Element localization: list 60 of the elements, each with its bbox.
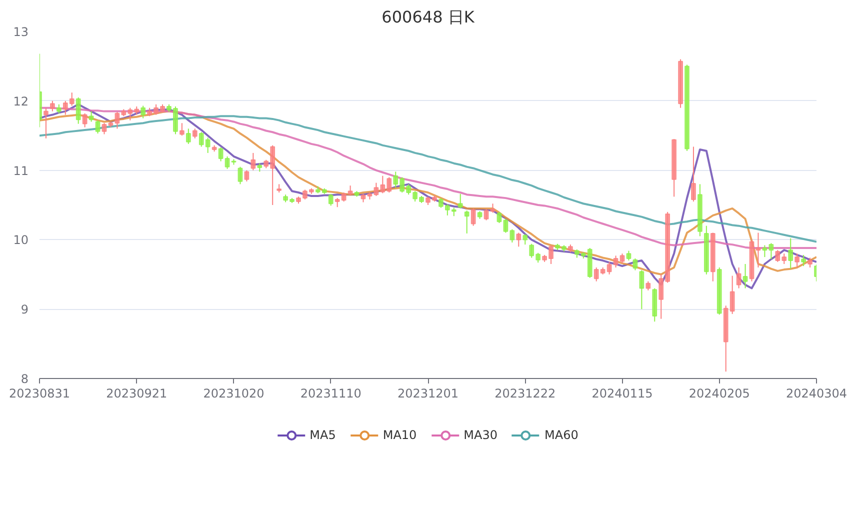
candlestick <box>140 105 146 119</box>
candlestick <box>88 110 94 122</box>
candlestick <box>794 253 800 268</box>
candlestick <box>238 166 243 185</box>
candlestick <box>484 208 489 221</box>
legend-label: MA10 <box>382 428 417 442</box>
candlestick <box>44 107 48 139</box>
candlestick <box>756 232 761 268</box>
candlestick <box>626 250 632 262</box>
y-tick-label: 12 <box>13 94 29 108</box>
candlestick <box>632 258 638 271</box>
candlestick <box>180 122 184 136</box>
x-tick-label: 20240205 <box>688 386 750 400</box>
candlestick <box>76 96 81 124</box>
candlestick <box>82 112 88 128</box>
candlestick <box>328 193 334 206</box>
y-tick-label: 13 <box>13 25 29 39</box>
candlestick <box>95 120 100 134</box>
candlestick <box>218 146 224 162</box>
y-tick-label: 9 <box>20 302 29 317</box>
y-tick-label: 11 <box>13 164 29 178</box>
candlestick <box>613 255 618 268</box>
x-tick-label: 20230921 <box>106 386 168 400</box>
candlestick <box>646 280 651 291</box>
candlestick <box>742 263 748 289</box>
candlestick <box>102 122 107 135</box>
candlestick <box>464 210 470 234</box>
candlestick <box>736 266 742 289</box>
x-tick-label: 20231110 <box>300 386 362 400</box>
candlestick <box>186 128 191 144</box>
chart-title: 600648 日K <box>382 8 475 26</box>
y-tick-label: 10 <box>13 233 29 248</box>
legend-label: MA30 <box>464 428 498 442</box>
candlestick <box>244 170 250 182</box>
candlestick <box>516 232 522 248</box>
candlestick <box>788 238 794 270</box>
candlestick <box>691 146 696 202</box>
candlestick <box>458 193 463 209</box>
legend-label: MA60 <box>544 428 578 442</box>
candlestick <box>192 128 198 139</box>
candlestick <box>496 211 502 224</box>
candlestick <box>808 257 812 268</box>
candlestick <box>56 104 62 114</box>
legend-label: MA5 <box>310 428 336 442</box>
candlestick <box>801 254 806 267</box>
candlestick <box>224 156 230 170</box>
x-tick-label: 20231201 <box>397 386 459 400</box>
candlestick <box>490 203 496 214</box>
x-tick-label: 20240115 <box>592 386 653 400</box>
candlestick <box>250 152 256 171</box>
x-tick-label: 20231020 <box>203 386 264 400</box>
candlestick <box>50 100 55 112</box>
x-tick-label: 20231222 <box>494 386 556 400</box>
candlestick <box>470 208 476 226</box>
candlestick <box>522 234 528 246</box>
candlestick <box>639 270 644 310</box>
x-tick-label: 20230831 <box>8 386 70 400</box>
candlestick <box>620 253 625 264</box>
y-tick-label: 8 <box>20 372 29 386</box>
x-tick-label: 20240304 <box>786 386 848 400</box>
